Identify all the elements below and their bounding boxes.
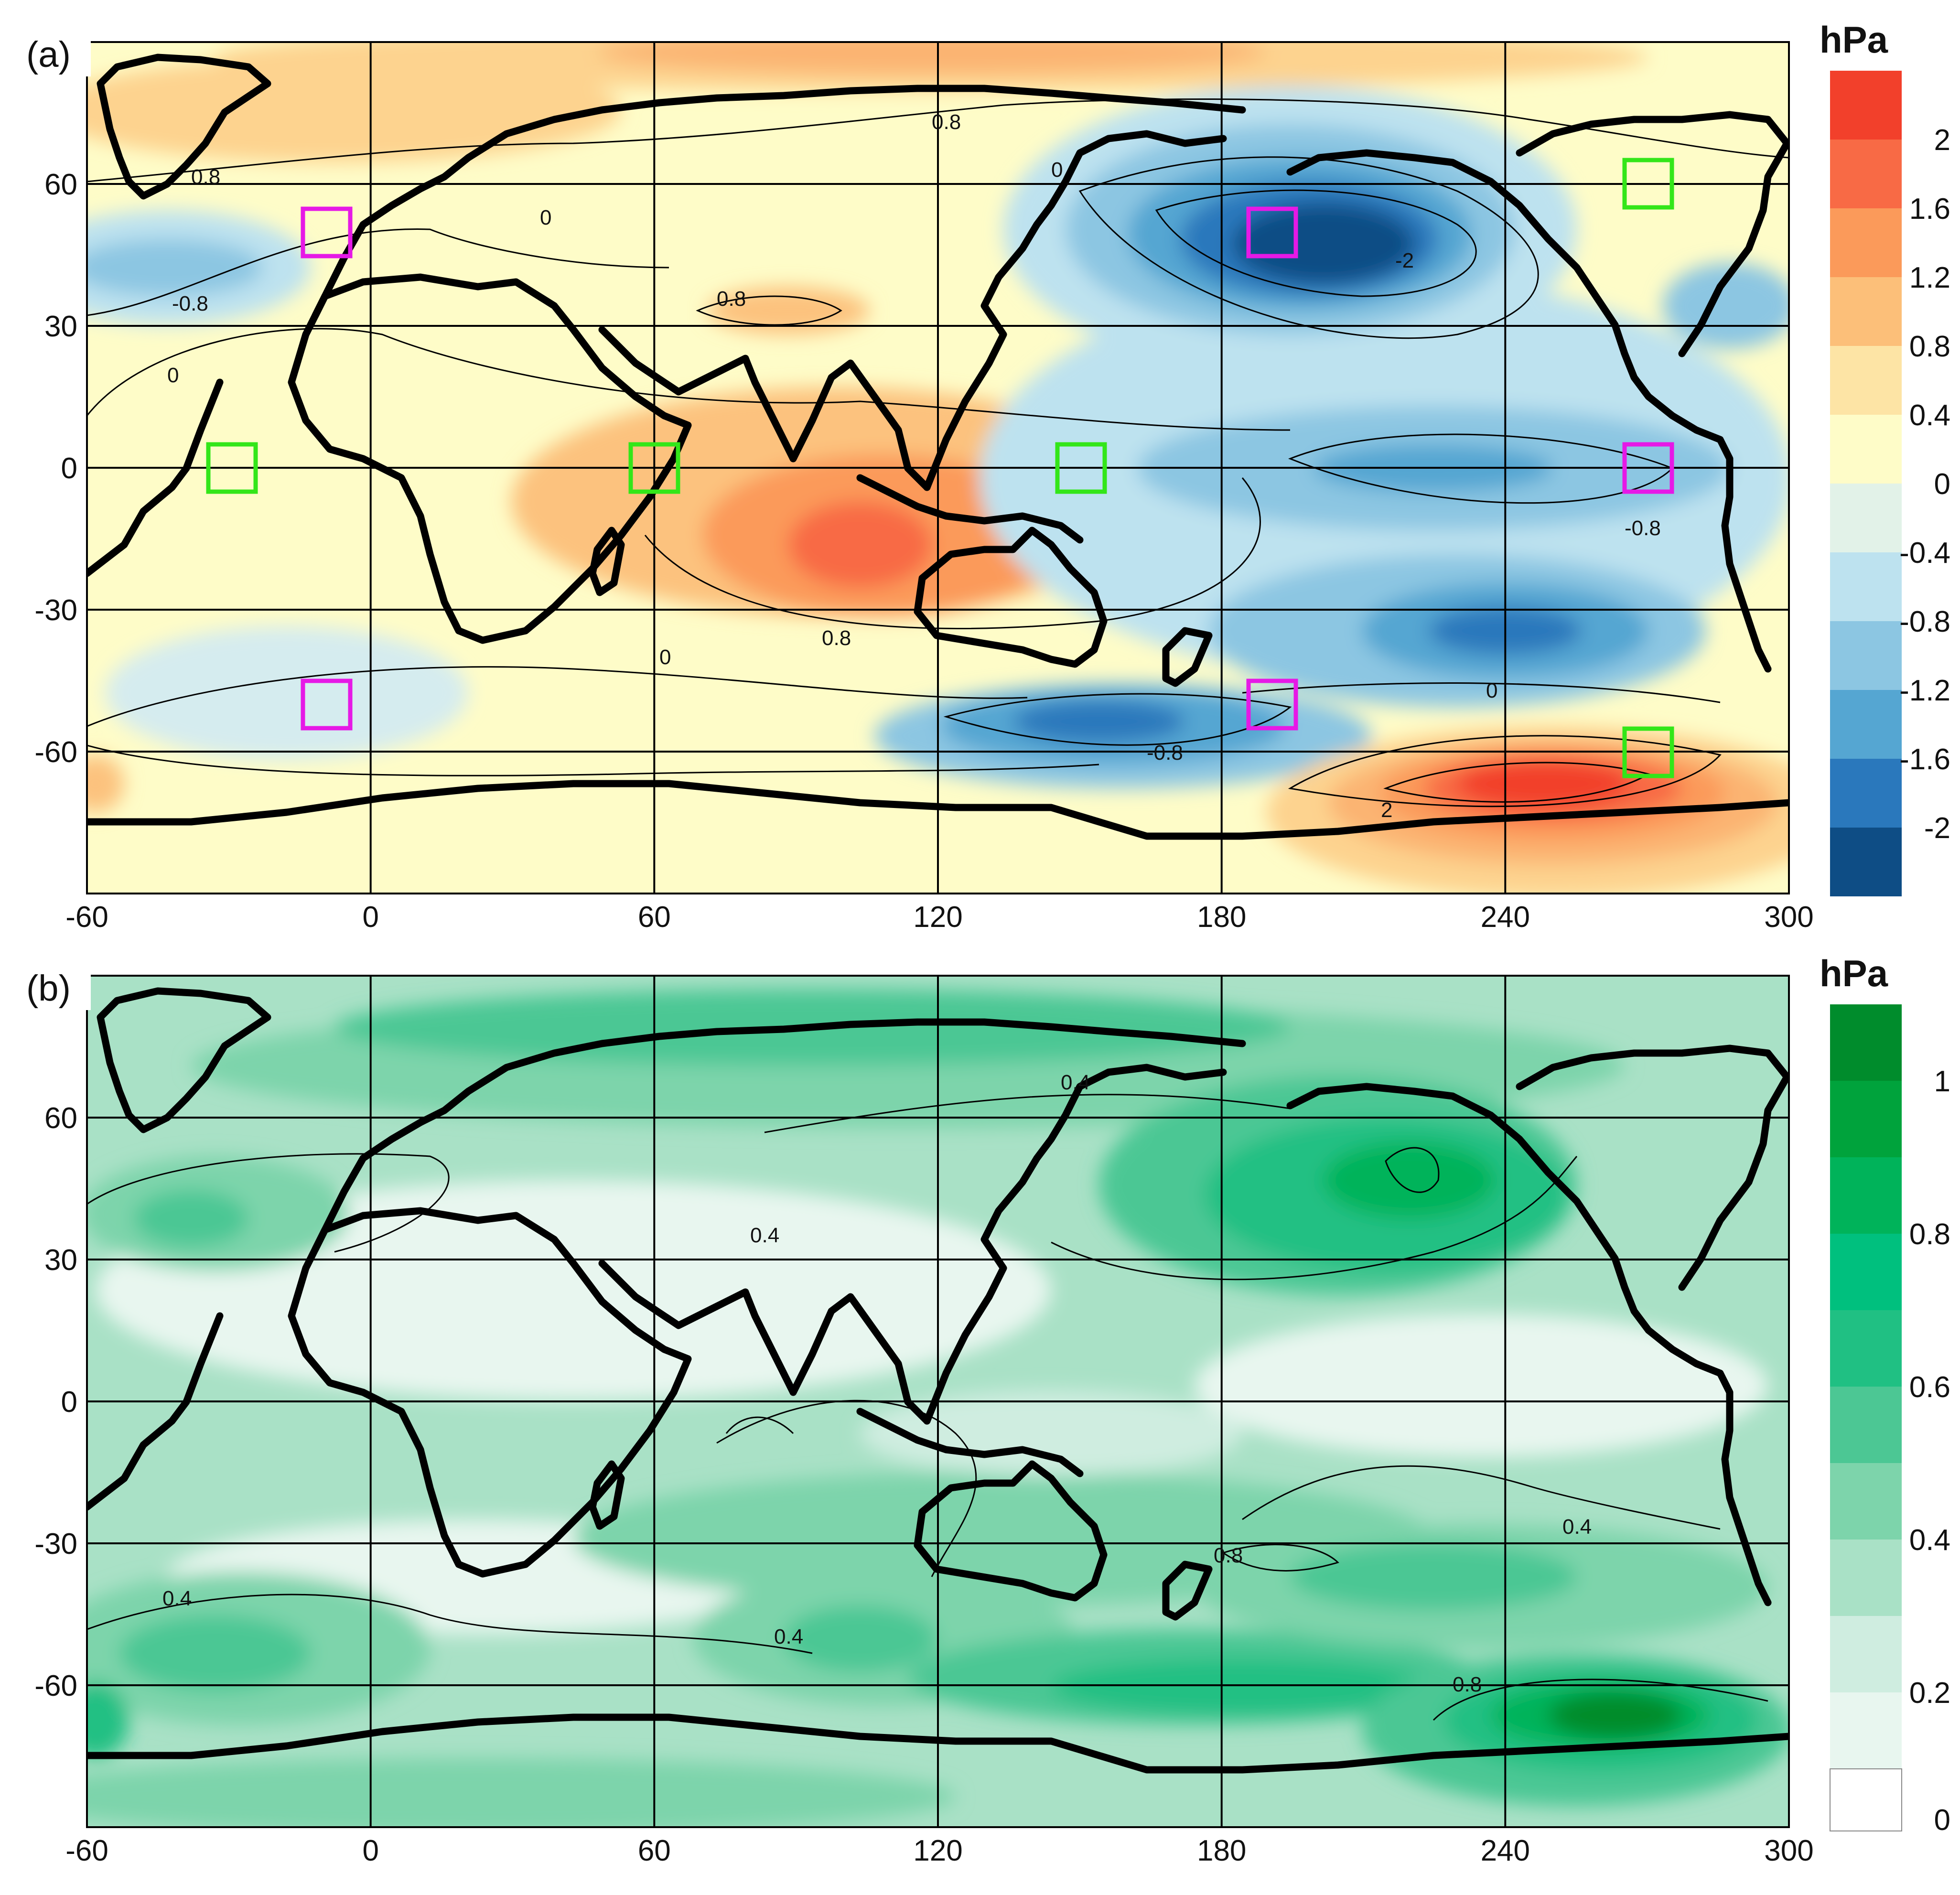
x-tick-label: 120 [913,901,962,934]
panel-label: (a) [26,34,71,75]
contour-label: 0.8 [1214,1544,1243,1567]
contour-label: 0 [167,364,179,387]
x-tick-label: 60 [638,1834,671,1867]
panel-a-colorbar: hPa 2 1.6 1.2 0.8 0.4 0 -0.4 -0.8 -1. [1820,19,1950,896]
colorbar-level: 0.6 [1909,1371,1950,1404]
contour-label: 0.8 [932,110,961,134]
x-tick-label: 180 [1197,901,1246,934]
region-box-magenta [1246,678,1298,731]
x-tick-label: 240 [1481,901,1530,934]
region-box-green [628,442,680,494]
region-box-green [1055,442,1107,494]
colorbar-unit: hPa [1820,19,1888,61]
colorbar-level: -1.2 [1899,674,1950,707]
colorbar-level: 1.2 [1909,261,1950,294]
contour-label: -0.8 [1147,741,1183,764]
contour-label: -0.8 [172,292,208,315]
panel-a-x-ticks: -60 0 60 120 180 240 300 [65,901,1814,934]
colorbar-level: -2 [1924,812,1950,845]
y-tick-label: -30 [34,1528,77,1561]
region-box-magenta [301,206,353,258]
x-tick-label: 0 [362,901,378,934]
y-tick-label: 0 [61,452,77,485]
x-tick-label: 300 [1764,1834,1813,1867]
y-tick-label: 60 [44,168,77,201]
contour-label: 0.4 [750,1224,779,1247]
x-tick-label: 120 [913,1834,962,1867]
contour-label: 0.4 [774,1625,803,1648]
contour-label: 0 [1051,158,1063,182]
colorbar-level: 0.4 [1909,399,1950,432]
panel-a-y-ticks: 60 30 0 -30 -60 [34,168,77,769]
y-tick-label: -60 [34,1669,77,1702]
contour-label: 0.4 [162,1587,192,1610]
colorbar-level: -1.6 [1899,743,1950,776]
panel-label: (b) [26,968,71,1009]
x-tick-label: -60 [65,1834,108,1867]
panel-b: 0.4 0.4 0.4 0.4 0.4 0.8 0.8 60 30 0 -30 … [24,952,1950,1867]
colorbar-level: -0.4 [1899,537,1950,570]
panel-b-colorbar: hPa 1 0.8 0.6 0.4 0.2 0 [1820,952,1950,1837]
y-tick-label: 30 [44,310,77,343]
contour-label: 0.8 [822,626,851,650]
panel-a-map-field [87,42,1789,894]
y-tick-label: -30 [34,594,77,627]
x-tick-label: 300 [1764,901,1813,934]
panel-a-graticule [86,41,1790,894]
contour-label: -2 [1395,249,1414,272]
panel-a: 0.8 0.8 0.8 0.8 -0.8 -0.8 -0.8 0 0 0 0 0… [24,19,1950,934]
y-tick-label: 0 [61,1386,77,1419]
x-tick-label: 180 [1197,1834,1246,1867]
panel-b-contour-labels: 0.4 0.4 0.4 0.4 0.4 0.8 0.8 [162,1071,1592,1696]
colorbar-level: 0 [1934,468,1950,501]
contour-label: 0.8 [1453,1673,1482,1696]
colorbar-level: 2 [1934,124,1950,157]
x-tick-label: 0 [362,1834,378,1867]
colorbar-level: 0.4 [1909,1524,1950,1557]
y-tick-label: 30 [44,1244,77,1277]
contour-label: 0 [659,646,671,669]
colorbar-level: 0.8 [1909,330,1950,363]
panel-b-graticule [86,975,1790,1828]
contour-label: -0.8 [1625,517,1661,540]
colorbar-labels: 1 0.8 0.6 0.4 0.2 0 [1909,1065,1950,1837]
y-tick-label: 60 [44,1102,77,1135]
x-tick-label: -60 [65,901,108,934]
x-tick-label: 60 [638,901,671,934]
contour-label: 0.8 [717,287,746,311]
contour-label: 0 [1486,679,1497,702]
region-box-magenta [1622,442,1674,494]
region-box-magenta [301,678,353,731]
region-box-green [1622,158,1674,210]
colorbar-unit: hPa [1820,952,1888,994]
region-box-green [206,442,258,494]
contour-label: 0.4 [1562,1515,1592,1539]
colorbar-level: -0.8 [1899,605,1950,638]
colorbar-level: 0.2 [1909,1677,1950,1710]
contour-label: 0 [540,206,551,229]
panel-a-region-boxes [206,158,1674,778]
contour-label: 0.8 [191,165,220,189]
region-box-magenta [1246,206,1298,258]
x-tick-label: 240 [1481,1834,1530,1867]
panel-b-x-ticks: -60 0 60 120 180 240 300 [65,1834,1814,1867]
colorbar-level: 0 [1934,1804,1950,1837]
colorbar-labels: 2 1.6 1.2 0.8 0.4 0 -0.4 -0.8 -1.2 -1.6 … [1899,124,1950,845]
y-tick-label: -60 [34,736,77,769]
region-box-green [1622,726,1674,778]
colorbar-level: 0.8 [1909,1218,1950,1251]
panel-b-y-ticks: 60 30 0 -30 -60 [34,1102,77,1702]
contour-label: 2 [1381,798,1392,822]
panel-a-contour-labels: 0.8 0.8 0.8 0.8 -0.8 -0.8 -0.8 0 0 0 0 0… [167,110,1661,822]
panel-b-map-field [87,976,1789,1827]
colorbar-level: 1 [1934,1065,1950,1098]
contour-label: 0.4 [1061,1071,1090,1094]
colorbar-level: 1.6 [1909,193,1950,226]
